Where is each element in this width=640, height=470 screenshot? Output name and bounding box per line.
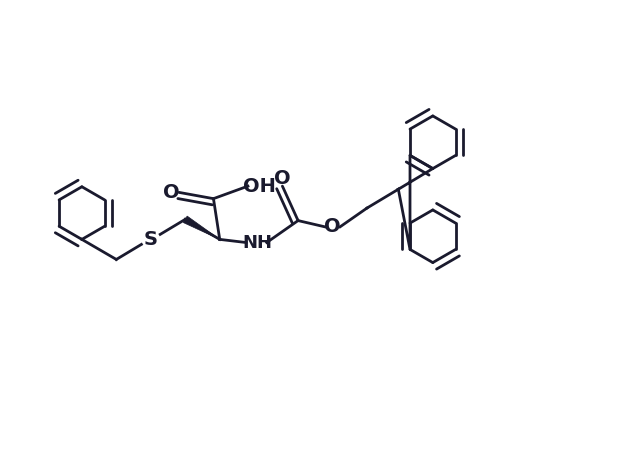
Polygon shape xyxy=(184,216,220,239)
Text: O: O xyxy=(163,183,180,202)
Text: O: O xyxy=(274,169,291,188)
Text: O: O xyxy=(324,217,341,236)
Text: S: S xyxy=(144,230,158,249)
Text: OH: OH xyxy=(243,177,276,196)
Text: NH: NH xyxy=(243,234,273,251)
